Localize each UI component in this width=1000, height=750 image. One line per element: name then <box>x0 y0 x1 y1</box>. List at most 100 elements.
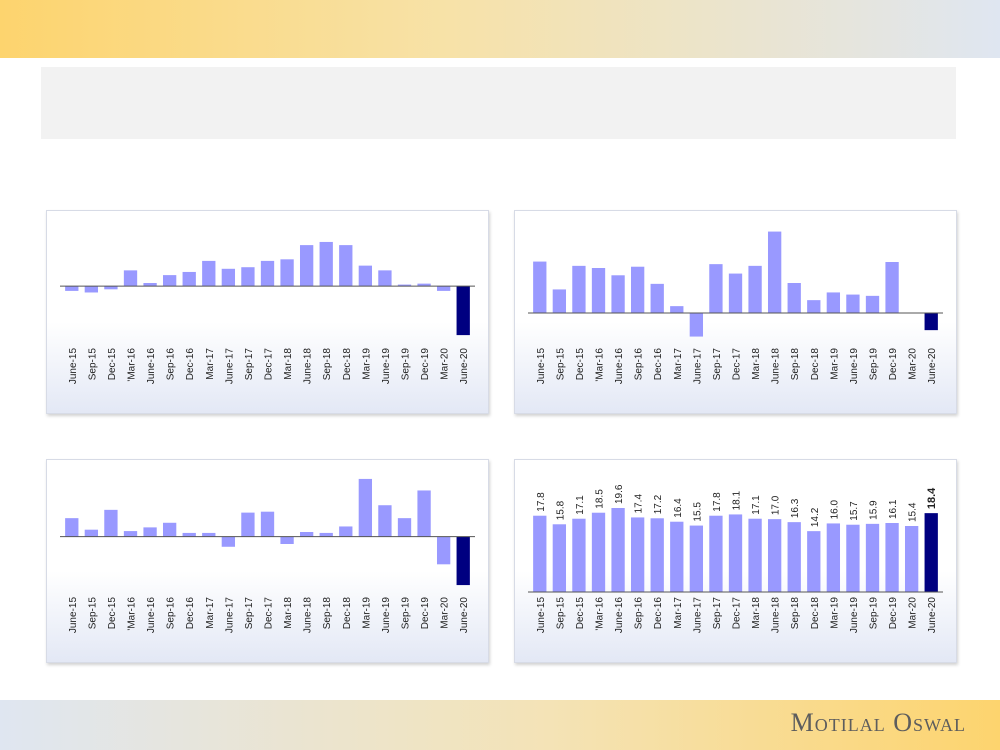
bar <box>572 518 586 592</box>
tick-label: June-20 <box>459 348 470 385</box>
bar <box>533 515 547 592</box>
header-band <box>0 0 1000 58</box>
bar <box>689 525 704 592</box>
chart-2: June-15 Sep-15 Dec-15 'Mar-16 June-16 Sep-16 D… <box>528 231 943 385</box>
chart-panel-4: June-15 17.8 Sep-15 15.8 Dec-15 17.1 'Mar-16 18… <box>514 459 957 663</box>
bar <box>241 512 255 537</box>
tick-label: Dec-17 <box>264 348 275 381</box>
bar <box>221 536 236 547</box>
tick-label: June-15 <box>68 348 79 385</box>
tick-label: June-17 <box>224 597 235 634</box>
bar <box>846 524 860 592</box>
bar <box>65 518 79 537</box>
bar <box>865 295 880 313</box>
chart-3: June-15 Sep-15 Dec-15 'Mar-16 June-16 Sep-16 D… <box>60 478 475 634</box>
tick-label: Dec-16 <box>653 348 664 381</box>
tick-label: June-17 <box>692 597 703 634</box>
bar <box>182 532 196 537</box>
bar <box>65 286 79 291</box>
chart-panel-3: June-15 Sep-15 Dec-15 'Mar-16 June-16 Sep-16 D… <box>46 459 489 663</box>
data-label: 18.5 <box>595 489 606 509</box>
tick-label: Sep-19 <box>401 348 412 381</box>
tick-label: June-15 <box>536 597 547 634</box>
bar <box>143 527 157 537</box>
bar <box>299 532 314 537</box>
bar <box>689 313 704 337</box>
tick-label: Sep-18 <box>322 597 333 630</box>
bar <box>162 275 177 287</box>
bar <box>162 522 177 537</box>
bar <box>748 265 762 313</box>
tick-label: Sep-18 <box>790 348 801 381</box>
bar <box>417 283 431 287</box>
tick-label: 'Mar-16 <box>595 348 606 382</box>
data-label: 15.5 <box>692 502 703 522</box>
bar <box>397 518 412 537</box>
data-label: 15.8 <box>555 500 566 520</box>
bar <box>221 268 236 287</box>
tick-label: Sep-19 <box>401 597 412 630</box>
bar <box>767 231 782 313</box>
tick-label: Mar-17 <box>205 348 216 380</box>
data-label: 17.1 <box>751 495 762 515</box>
tick-label: Dec-18 <box>810 597 821 630</box>
tick-label: Mar-17 <box>205 597 216 629</box>
bar <box>807 300 821 313</box>
bar <box>924 513 938 592</box>
tick-label: Mar-20 <box>908 348 919 380</box>
tick-label: June-15 <box>68 597 79 634</box>
bar <box>456 536 470 586</box>
bar <box>670 521 684 592</box>
bar <box>299 245 314 287</box>
tick-label: Sep-15 <box>87 348 98 381</box>
tick-label: Mar-19 <box>361 597 372 629</box>
tick-label: Sep-16 <box>634 348 645 381</box>
tick-label: 'Mar-16 <box>127 348 138 382</box>
tick-label: June-18 <box>771 348 782 385</box>
data-label: 16.1 <box>888 499 899 519</box>
bar <box>904 526 919 592</box>
bar <box>241 267 255 287</box>
bar <box>378 270 392 287</box>
bar <box>787 283 801 313</box>
tick-label: Dec-15 <box>107 597 118 630</box>
tick-label: Sep-16 <box>166 597 177 630</box>
tick-label: Mar-19 <box>829 348 840 380</box>
tick-label: Dec-17 <box>732 597 743 630</box>
tick-label: Dec-15 <box>575 597 586 630</box>
tick-label: June-17 <box>692 348 703 385</box>
data-label: 17.4 <box>634 494 645 514</box>
title-box <box>41 67 956 139</box>
tick-label: June-19 <box>849 348 860 385</box>
bar <box>202 260 216 287</box>
chart-panel-1: June-15 Sep-15 Dec-15 'Mar-16 June-16 Sep-16 D… <box>46 210 489 414</box>
data-label: 18.4 <box>926 487 938 509</box>
bar <box>670 306 684 313</box>
bar <box>552 524 567 592</box>
data-label: 17.8 <box>712 492 723 512</box>
footer-band <box>0 700 1000 750</box>
tick-label: Dec-16 <box>185 348 196 381</box>
tick-label: June-20 <box>927 348 938 385</box>
bar <box>591 512 606 592</box>
tick-label: Sep-15 <box>87 597 98 630</box>
tick-label: Mar-19 <box>361 348 372 380</box>
tick-label: Dec-15 <box>575 348 586 381</box>
bar <box>280 259 294 287</box>
data-label: 17.2 <box>653 494 664 514</box>
data-label: 15.7 <box>849 501 860 521</box>
bar <box>84 286 99 293</box>
data-label: 14.2 <box>810 507 821 527</box>
bar <box>123 270 138 287</box>
bar <box>885 262 899 313</box>
bar <box>358 265 373 287</box>
bar <box>591 268 606 313</box>
tick-label: June-16 <box>146 597 157 634</box>
tick-label: Mar-20 <box>440 348 451 380</box>
tick-label: Sep-17 <box>244 597 255 630</box>
bar <box>339 526 353 537</box>
bar <box>436 536 451 565</box>
tick-label: June-18 <box>303 348 314 385</box>
tick-label: Mar-17 <box>673 597 684 629</box>
bar <box>630 266 645 313</box>
